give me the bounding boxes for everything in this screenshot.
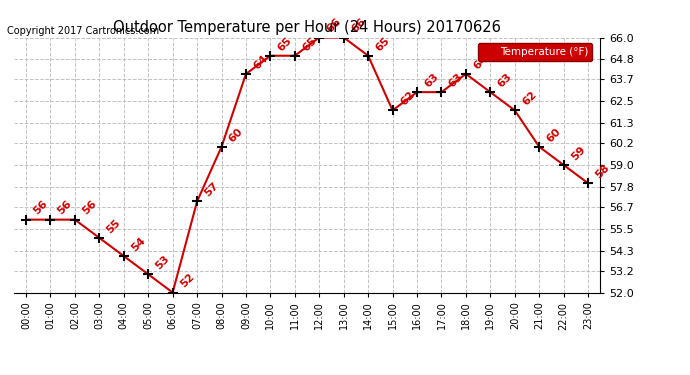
Text: 65: 65 — [300, 35, 318, 53]
Legend: Temperature (°F): Temperature (°F) — [477, 43, 592, 61]
Text: 66: 66 — [325, 16, 343, 35]
Text: 66: 66 — [349, 16, 368, 35]
Text: 63: 63 — [496, 71, 514, 89]
Text: 60: 60 — [545, 126, 563, 144]
Text: 63: 63 — [447, 71, 465, 89]
Text: 58: 58 — [593, 162, 611, 180]
Text: 59: 59 — [569, 144, 587, 162]
Text: 63: 63 — [422, 71, 441, 89]
Text: 52: 52 — [178, 272, 196, 290]
Text: 56: 56 — [56, 199, 74, 217]
Text: 55: 55 — [105, 217, 123, 235]
Text: 65: 65 — [276, 35, 294, 53]
Text: Copyright 2017 Cartronics.com: Copyright 2017 Cartronics.com — [7, 26, 159, 36]
Title: Outdoor Temperature per Hour (24 Hours) 20170626: Outdoor Temperature per Hour (24 Hours) … — [113, 20, 501, 35]
Text: 56: 56 — [32, 199, 50, 217]
Text: 62: 62 — [520, 90, 538, 108]
Text: 65: 65 — [374, 35, 392, 53]
Text: 64: 64 — [252, 53, 270, 71]
Text: 62: 62 — [398, 90, 416, 108]
Text: 56: 56 — [81, 199, 99, 217]
Text: 57: 57 — [203, 181, 221, 199]
Text: 64: 64 — [471, 53, 490, 71]
Text: 53: 53 — [154, 254, 172, 272]
Text: 54: 54 — [129, 235, 148, 253]
Text: 60: 60 — [227, 126, 245, 144]
